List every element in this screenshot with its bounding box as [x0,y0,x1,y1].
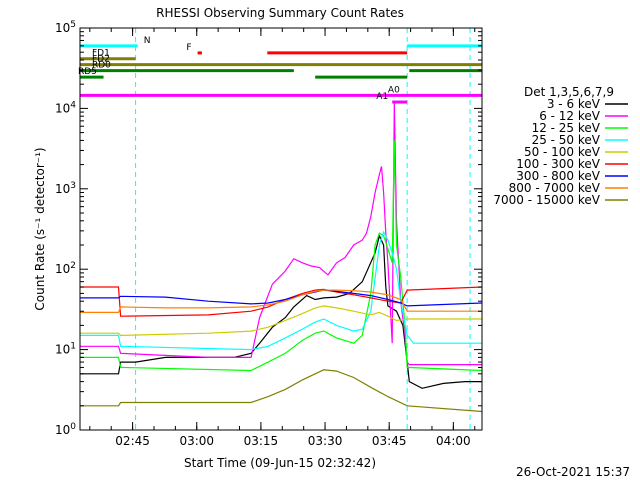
legend-entry-label: 800 - 7000 keV [509,181,601,195]
flag-label: RD0 [92,61,111,71]
series-line [80,101,482,366]
x-tick-label: 03:15 [244,434,279,448]
plot-area [135,28,471,430]
y-axis-label: Count Rate (s⁻¹ detector⁻¹) [33,147,47,310]
flag-label: F [186,43,191,53]
series-line [80,289,483,307]
x-tick-label: 03:45 [372,434,407,448]
footer-timestamp: 26-Oct-2021 15:37 [516,465,630,479]
flag-label: RD5 [78,67,97,77]
y-tick-label: 104 [55,100,76,115]
x-tick-label: 03:30 [308,434,343,448]
flag-label: FD1 [92,49,110,59]
y-tick-label: 102 [55,261,76,276]
series-line [80,140,483,372]
axes-layer: 100 101 102 103 104 105 02:45 03:00 03:15 03:30 03… [55,20,482,448]
series-line [80,286,483,317]
legend-entry-label: 300 - 800 keV [516,169,600,183]
legend-title: Det 1,3,5,6,7,9 [524,85,614,99]
legend-entry-label: 6 - 12 keV [539,109,601,123]
flag-label: N [144,36,151,46]
chart-title: RHESSI Observing Summary Count Rates [156,6,404,20]
plot-frame [79,27,483,431]
flag-label: A0 [388,85,400,95]
flag-label: FD2 [92,55,110,65]
series-layer [80,101,483,413]
legend-entry-label: 7000 - 15000 keV [493,193,600,207]
y-tick-label: 105 [55,20,76,35]
legend-entry-label: 100 - 300 keV [516,157,600,171]
y-tick-label: 103 [55,181,76,196]
x-tick-label: 02:45 [115,434,150,448]
y-tick-label: 100 [55,422,76,437]
legend-entry-label: 25 - 50 keV [532,133,601,147]
legend-entry-label: 50 - 100 keV [524,145,601,159]
flag-label: A1 [376,92,388,102]
legend-entry-label: 3 - 6 keV [547,97,601,111]
y-tick-label: 101 [55,342,76,357]
legend-entry-label: 12 - 25 keV [532,121,601,135]
series-line [80,289,482,313]
x-tick-label: 04:00 [436,434,471,448]
series-line [80,369,483,413]
x-tick-label: 03:00 [179,434,214,448]
series-line [80,305,482,337]
series-line [80,230,482,351]
series-line [80,233,482,389]
x-axis-label: Start Time (09-Jun-15 02:32:42) [184,456,376,470]
